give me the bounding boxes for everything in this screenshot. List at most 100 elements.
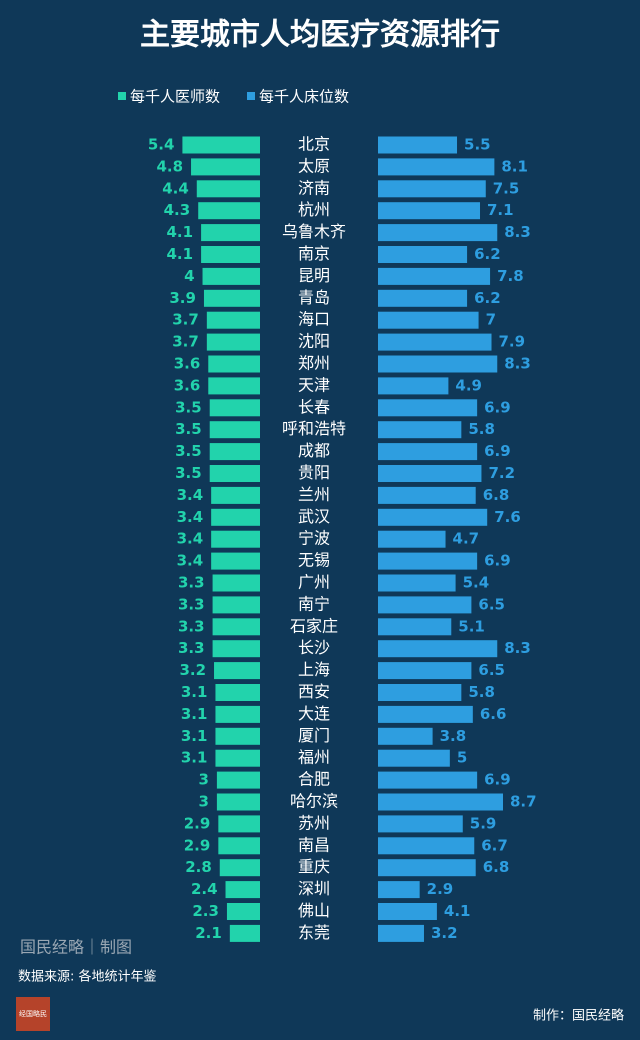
bar [378,684,462,701]
bar [378,705,473,723]
bar [378,903,437,920]
value-label: 4.1 [167,223,194,241]
bar [211,530,260,548]
chart-title: 主要城市人均医疗资源排行 [140,18,500,53]
bar [378,815,463,833]
category-label: 深圳 [298,879,330,898]
value-label: 6.9 [484,398,511,416]
legend-label: 每千人医师数 [130,88,220,106]
value-label: 8.3 [504,223,531,241]
bar [378,662,472,680]
category-label: 哈尔滨 [290,792,338,811]
value-label: 3.8 [440,727,467,745]
value-label: 6.5 [478,661,505,679]
category-label: 武汉 [298,507,330,526]
value-label: 3.6 [174,355,201,373]
bar [378,618,452,636]
value-label: 3.4 [177,552,204,570]
value-label: 3.1 [181,727,208,745]
value-label: 5.4 [148,136,175,154]
bar [378,508,488,526]
bar [218,815,260,833]
bar [215,749,260,767]
bar [201,224,260,242]
value-label: 5.8 [468,683,495,701]
bar [198,202,260,220]
value-label: 6.9 [484,771,511,789]
category-label: 西安 [298,682,330,701]
value-label: 6.7 [481,836,508,854]
category-label: 沈阳 [298,332,330,351]
value-label: 5.5 [464,136,491,154]
bar [378,311,479,329]
value-label: 3.5 [175,420,202,438]
bar [378,881,420,899]
value-label: 7.8 [497,267,524,285]
bar [209,399,260,417]
bar [202,267,260,285]
value-label: 6.6 [480,705,507,723]
bar [378,640,498,658]
value-label: 6.5 [478,595,505,613]
bar [215,727,260,745]
value-label: 3.2 [431,924,458,942]
bar [215,705,260,723]
value-label: 3.4 [177,486,204,504]
bar [378,530,446,548]
value-label: 4 [184,267,194,285]
value-label: 2.8 [185,858,212,876]
bar [378,246,468,263]
bar [378,224,498,242]
value-label: 8.7 [510,793,537,811]
bar [378,596,472,614]
value-label: 3.7 [172,333,199,351]
category-label: 兰州 [298,485,330,504]
logo: 经国略民 [19,1009,47,1018]
value-label: 7 [486,311,496,329]
category-label: 厦门 [298,726,330,745]
bar [212,618,260,636]
value-label: 2.1 [195,924,222,942]
value-label: 3.1 [181,683,208,701]
category-label: 重庆 [298,857,330,876]
value-label: 6.9 [484,552,511,570]
value-label: 8.3 [504,639,531,657]
value-label: 6.2 [474,245,501,263]
value-label: 3.9 [169,289,196,307]
category-label: 杭州 [298,200,330,219]
value-label: 4.8 [156,157,183,175]
bar [378,399,478,417]
bar [209,443,260,461]
category-label: 佛山 [298,901,330,920]
category-label: 青岛 [298,288,330,307]
bar [211,486,260,504]
value-label: 4.9 [455,376,482,394]
value-label: 6.8 [483,486,510,504]
value-label: 7.5 [493,179,520,197]
value-label: 3.6 [174,376,201,394]
bar [196,180,260,198]
category-label: 广州 [298,573,330,592]
bar [378,727,433,745]
bar [378,465,482,482]
bar [378,771,478,789]
value-label: 4.1 [444,902,471,920]
category-label: 乌鲁木齐 [282,222,346,241]
category-label: 南京 [298,244,330,263]
bar [378,180,486,198]
category-label: 合肥 [298,770,330,789]
legend-label: 每千人床位数 [259,88,349,106]
legend-swatch [247,92,255,100]
bar [378,136,458,154]
bar [378,202,481,220]
bar [182,136,260,154]
value-label: 2.9 [184,814,211,832]
value-label: 3.2 [179,661,206,679]
bar [378,267,491,285]
bar [218,837,260,855]
category-label: 北京 [298,135,330,154]
category-label: 东莞 [298,923,330,942]
value-label: 2.9 [427,880,454,898]
